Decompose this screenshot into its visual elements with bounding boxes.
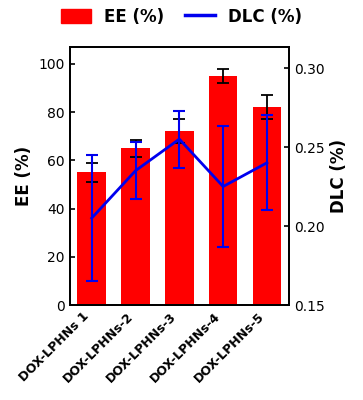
Bar: [121, 148, 150, 305]
Bar: [253, 107, 281, 305]
Bar: [209, 76, 237, 305]
Y-axis label: DLC (%): DLC (%): [330, 139, 348, 213]
Legend: EE (%), DLC (%): EE (%), DLC (%): [58, 4, 305, 29]
Bar: [165, 131, 193, 305]
Y-axis label: EE (%): EE (%): [15, 146, 33, 206]
Bar: [77, 172, 106, 305]
